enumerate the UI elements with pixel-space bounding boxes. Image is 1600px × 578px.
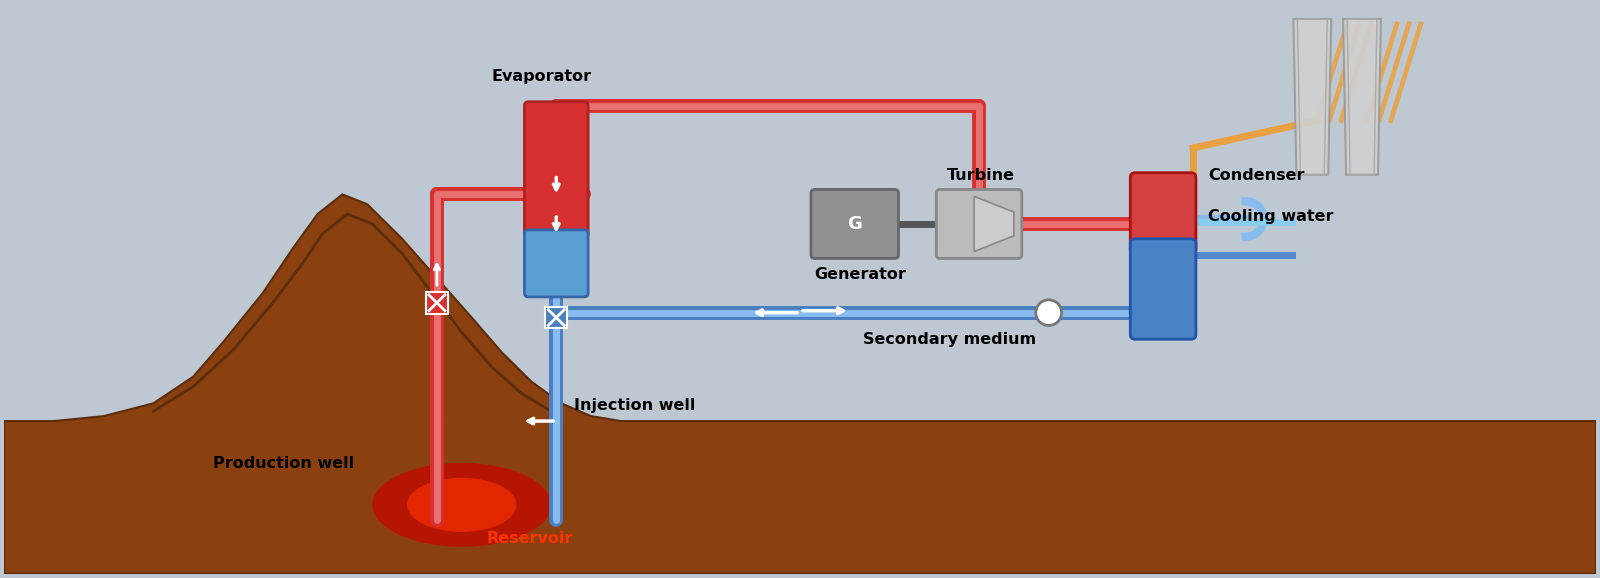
FancyBboxPatch shape [936,190,1022,258]
FancyBboxPatch shape [546,307,568,328]
Text: Injection well: Injection well [574,398,696,413]
Text: Condenser: Condenser [1208,168,1304,183]
Text: Turbine: Turbine [947,168,1014,183]
Text: Generator: Generator [814,267,906,282]
Circle shape [1035,300,1062,325]
Polygon shape [5,194,1595,574]
Text: Reservoir: Reservoir [486,531,573,546]
Text: Cooling water: Cooling water [1208,209,1333,224]
FancyBboxPatch shape [525,230,589,297]
FancyBboxPatch shape [1130,173,1195,254]
FancyBboxPatch shape [525,102,589,238]
FancyBboxPatch shape [811,190,899,258]
Polygon shape [1342,19,1381,175]
FancyBboxPatch shape [426,292,448,314]
Text: Production well: Production well [213,455,354,470]
Polygon shape [5,421,352,574]
Text: G: G [848,215,862,233]
Polygon shape [352,421,1595,574]
Text: Secondary medium: Secondary medium [862,332,1035,347]
Ellipse shape [406,478,517,532]
Polygon shape [1293,19,1331,175]
Text: Evaporator: Evaporator [491,69,592,84]
FancyBboxPatch shape [1130,239,1195,339]
Polygon shape [974,197,1014,251]
Ellipse shape [373,463,552,547]
